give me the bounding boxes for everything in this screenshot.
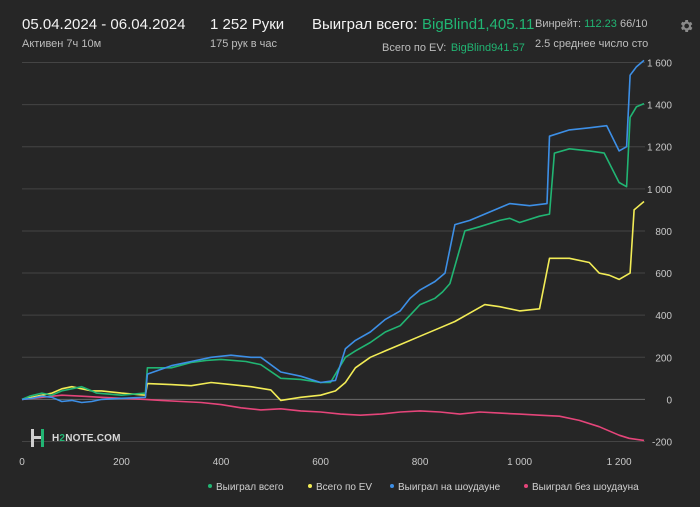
legend-dot-showdown	[390, 484, 394, 489]
legend-dot-non-showdown	[524, 484, 528, 489]
avg-stacks: 2.5 среднее число сто	[535, 38, 649, 50]
won-total: Выиграл всего: BigBlind1,405.11	[312, 16, 534, 34]
hand2note-logo: H2NOTE.COM	[30, 428, 121, 448]
legend-item-ev-total[interactable]: Всего по EV	[308, 482, 372, 493]
y-tick-label: 1 000	[647, 185, 672, 196]
x-tick-label: 1 200	[607, 457, 632, 468]
x-tick-label: 600	[312, 457, 329, 468]
won-total-label: Выиграл всего:	[312, 16, 418, 33]
legend-dot-won-total	[208, 484, 212, 489]
y-tick-label: 0	[666, 395, 672, 406]
winrate-label: Винрейт:	[535, 18, 582, 30]
y-tick-label: 400	[655, 311, 672, 322]
hands-per-hour: 175 рук в час	[210, 38, 278, 50]
ev-total-value: BigBlind941.57	[450, 42, 525, 54]
x-tick-label: 800	[412, 457, 429, 468]
ev-total-label: Всего по EV:	[382, 42, 447, 54]
y-tick-label: 1 600	[647, 59, 672, 70]
legend-dot-ev-total	[308, 484, 312, 489]
x-tick-label: 400	[213, 457, 230, 468]
y-tick-label: -200	[652, 437, 672, 448]
date-range: 05.04.2024 - 06.04.2024	[22, 16, 186, 33]
x-tick-label: 0	[19, 457, 25, 468]
legend-item-won-total[interactable]: Выиграл всего	[208, 482, 284, 493]
legend-item-showdown[interactable]: Выиграл на шоудауне	[390, 482, 500, 493]
y-tick-label: 600	[655, 269, 672, 280]
hand2note-logo-text: H2NOTE.COM	[52, 432, 121, 444]
active-time: Активен 7ч 10м	[22, 38, 102, 50]
y-tick-label: 1 200	[647, 143, 672, 154]
winrate-suffix: 66/10	[619, 18, 648, 30]
x-tick-label: 1 000	[507, 457, 532, 468]
hands-count: 1 252 Руки	[210, 16, 285, 33]
series-line-0	[21, 102, 645, 401]
gear-icon[interactable]	[678, 18, 694, 34]
ev-total: Всего по EV: BigBlind941.57	[382, 38, 525, 56]
series-line-2	[21, 59, 645, 404]
y-tick-label: 1 400	[647, 101, 672, 112]
x-tick-label: 200	[113, 457, 130, 468]
y-tick-label: 800	[655, 227, 672, 238]
won-total-value: BigBlind1,405.11	[422, 16, 535, 33]
winrate-value: 112.23	[584, 18, 617, 30]
legend-item-non-showdown[interactable]: Выиграл без шоудауна	[524, 482, 639, 493]
chart-legend: Выиграл всего Всего по EV Выиграл на шоу…	[0, 482, 700, 498]
profit-chart: -200 0 200 400 600 800 1 000 1 200 1 400 1 600 0 20…	[19, 59, 672, 468]
hand2note-logo-icon	[31, 429, 44, 447]
y-tick-label: 200	[655, 353, 672, 364]
winrate: Винрейт: 112.23 66/10	[535, 18, 653, 30]
